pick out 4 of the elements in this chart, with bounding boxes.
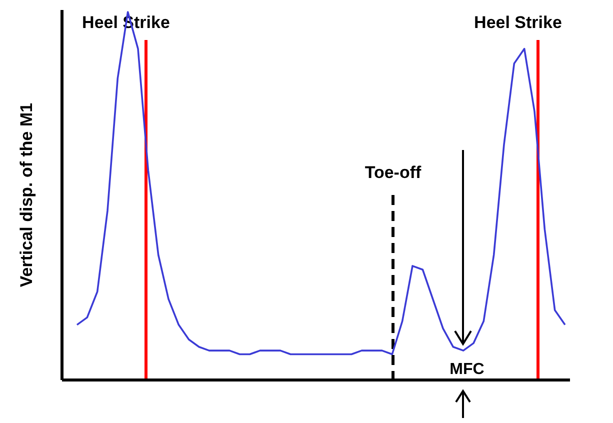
annotation: MFC xyxy=(450,361,485,378)
y-axis-title: Vertical disp. of the M1 xyxy=(17,102,36,288)
annotation: Heel Strike xyxy=(474,13,562,32)
annotation: Toe-off xyxy=(364,163,422,182)
